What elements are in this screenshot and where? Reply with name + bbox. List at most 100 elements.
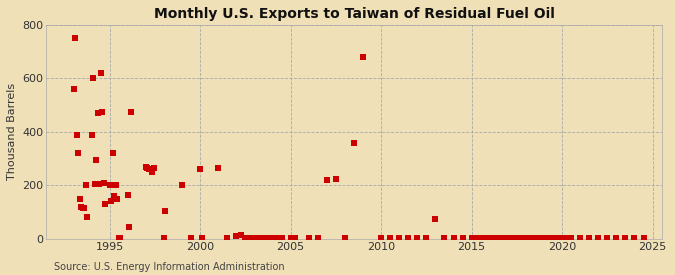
Point [106, 199, 117, 204]
Point [475, 236, 486, 240]
Point [72, 132, 82, 137]
Point [457, 236, 468, 240]
Point [100, 202, 111, 206]
Point [115, 236, 126, 240]
Point [358, 55, 369, 59]
Point [74, 196, 85, 201]
Point [160, 208, 171, 213]
Point [109, 194, 119, 198]
Point [430, 216, 441, 221]
Point [213, 166, 223, 170]
Point [286, 236, 296, 240]
Point [403, 236, 414, 240]
Point [86, 132, 97, 137]
Point [516, 236, 526, 240]
Text: Source: U.S. Energy Information Administration: Source: U.S. Energy Information Administ… [54, 262, 285, 272]
Point [80, 183, 91, 188]
Point [448, 236, 459, 240]
Point [254, 236, 265, 240]
Point [394, 236, 404, 240]
Point [94, 182, 105, 186]
Point [620, 236, 631, 240]
Point [107, 151, 118, 155]
Point [412, 236, 423, 240]
Point [236, 233, 246, 237]
Point [249, 236, 260, 240]
Point [148, 166, 159, 170]
Point [76, 205, 86, 209]
Point [575, 236, 586, 240]
Point [321, 178, 332, 182]
Point [272, 236, 283, 240]
Point [489, 236, 500, 240]
Point [376, 236, 387, 240]
Point [348, 140, 359, 145]
Point [240, 236, 251, 240]
Y-axis label: Thousand Barrels: Thousand Barrels [7, 83, 17, 180]
Point [231, 234, 242, 238]
Point [112, 196, 123, 201]
Point [144, 167, 155, 172]
Point [122, 192, 133, 197]
Point [145, 167, 156, 172]
Point [439, 236, 450, 240]
Point [146, 170, 157, 174]
Point [466, 236, 477, 240]
Point [593, 236, 603, 240]
Point [70, 36, 80, 40]
Point [92, 111, 103, 115]
Point [543, 236, 554, 240]
Point [88, 76, 99, 81]
Point [196, 236, 207, 240]
Point [539, 236, 549, 240]
Point [340, 236, 350, 240]
Point [276, 236, 287, 240]
Point [566, 236, 576, 240]
Point [547, 236, 558, 240]
Point [534, 236, 545, 240]
Title: Monthly U.S. Exports to Taiwan of Residual Fuel Oil: Monthly U.S. Exports to Taiwan of Residu… [154, 7, 554, 21]
Point [258, 236, 269, 240]
Point [530, 236, 541, 240]
Point [90, 158, 101, 162]
Point [421, 236, 432, 240]
Point [512, 236, 522, 240]
Point [222, 236, 233, 240]
Point [186, 236, 196, 240]
Point [502, 236, 513, 240]
Point [584, 236, 595, 240]
Point [177, 183, 188, 188]
Point [113, 236, 124, 240]
Point [82, 215, 92, 220]
Point [611, 236, 622, 240]
Point [159, 236, 169, 240]
Point [244, 236, 255, 240]
Point [99, 180, 109, 185]
Point [331, 177, 342, 181]
Point [561, 236, 572, 240]
Point [525, 236, 536, 240]
Point [313, 236, 323, 240]
Point [493, 236, 504, 240]
Point [263, 236, 273, 240]
Point [95, 71, 106, 75]
Point [552, 236, 563, 240]
Point [602, 236, 613, 240]
Point [470, 236, 481, 240]
Point [140, 164, 151, 169]
Point [498, 236, 509, 240]
Point [520, 236, 531, 240]
Point [110, 183, 121, 188]
Point [267, 236, 278, 240]
Point [105, 183, 115, 188]
Point [89, 182, 100, 186]
Point [303, 236, 314, 240]
Point [290, 236, 300, 240]
Point [195, 167, 206, 172]
Point [629, 236, 640, 240]
Point [77, 206, 88, 210]
Point [638, 236, 649, 240]
Point [385, 236, 396, 240]
Point [126, 109, 136, 114]
Point [73, 151, 84, 155]
